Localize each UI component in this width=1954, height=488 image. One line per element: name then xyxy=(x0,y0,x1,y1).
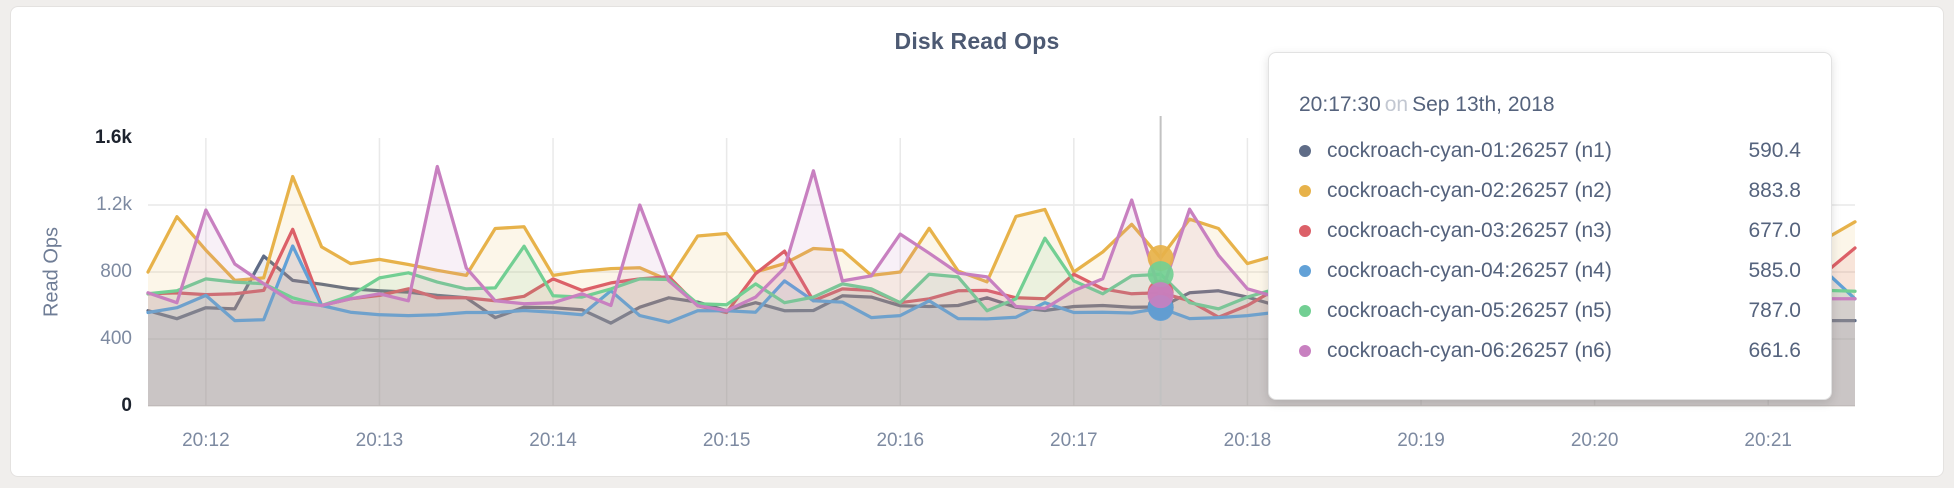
y-tick-800: 800 xyxy=(100,261,132,282)
chart-title: Disk Read Ops xyxy=(894,28,1060,54)
series-value-n5: 787.0 xyxy=(1748,299,1801,322)
tooltip-row-n1: cockroach-cyan-01:26257 (n1) 590.4 xyxy=(1299,131,1801,171)
series-dot-n3-icon xyxy=(1299,225,1311,237)
series-name-n1: cockroach-cyan-01:26257 (n1) xyxy=(1327,139,1612,162)
series-dot-n5-icon xyxy=(1299,305,1311,317)
series-value-n1: 590.4 xyxy=(1748,139,1801,162)
tooltip-row-n6: cockroach-cyan-06:26257 (n6) 661.6 xyxy=(1299,331,1801,371)
tooltip-preposition: on xyxy=(1384,93,1409,116)
series-name-n6: cockroach-cyan-06:26257 (n6) xyxy=(1327,339,1612,362)
series-dot-n2-icon xyxy=(1299,185,1311,197)
x-tick-2018: 20:18 xyxy=(1223,430,1272,451)
tooltip-row-n3: cockroach-cyan-03:26257 (n3) 677.0 xyxy=(1299,211,1801,251)
x-tick-2020: 20:20 xyxy=(1570,430,1619,451)
hover-tooltip: 20:17:30 on Sep 13th, 2018 cockroach-cyan-… xyxy=(1268,52,1832,400)
series-value-n3: 677.0 xyxy=(1748,219,1801,242)
series-name-n3: cockroach-cyan-03:26257 (n3) xyxy=(1327,219,1612,242)
series-dot-n4-icon xyxy=(1299,265,1311,277)
x-tick-2012: 20:12 xyxy=(182,430,230,451)
y-tick-1600: 1.6k xyxy=(95,127,132,148)
series-dot-n1-icon xyxy=(1299,145,1311,157)
tooltip-time: 20:17:30 xyxy=(1299,93,1381,116)
tooltip-date: Sep 13th, 2018 xyxy=(1412,93,1555,116)
series-value-n4: 585.0 xyxy=(1748,259,1801,282)
x-tick-2017: 20:17 xyxy=(1050,430,1098,451)
x-tick-2016: 20:16 xyxy=(876,430,925,451)
series-name-n5: cockroach-cyan-05:26257 (n5) xyxy=(1327,299,1612,322)
x-tick-2021: 20:21 xyxy=(1744,430,1792,451)
x-tick-2019: 20:19 xyxy=(1397,430,1445,451)
series-name-n4: cockroach-cyan-04:26257 (n4) xyxy=(1327,259,1612,282)
series-dot-n6-icon xyxy=(1299,345,1311,357)
tooltip-row-n2: cockroach-cyan-02:26257 (n2) 883.8 xyxy=(1299,171,1801,211)
y-tick-400: 400 xyxy=(100,328,132,349)
y-tick-0: 0 xyxy=(121,395,132,416)
series-name-n2: cockroach-cyan-02:26257 (n2) xyxy=(1327,179,1612,202)
x-tick-2013: 20:13 xyxy=(355,430,404,451)
tooltip-row-n5: cockroach-cyan-05:26257 (n5) 787.0 xyxy=(1299,291,1801,331)
x-tick-2014: 20:14 xyxy=(529,430,577,451)
series-value-n6: 661.6 xyxy=(1748,339,1801,362)
y-tick-1200: 1.2k xyxy=(96,194,132,215)
tooltip-header: 20:17:30 on Sep 13th, 2018 xyxy=(1299,91,1801,119)
x-tick-2015: 20:15 xyxy=(702,430,751,451)
tooltip-row-n4: cockroach-cyan-04:26257 (n4) 585.0 xyxy=(1299,251,1801,291)
series-value-n2: 883.8 xyxy=(1748,179,1801,202)
